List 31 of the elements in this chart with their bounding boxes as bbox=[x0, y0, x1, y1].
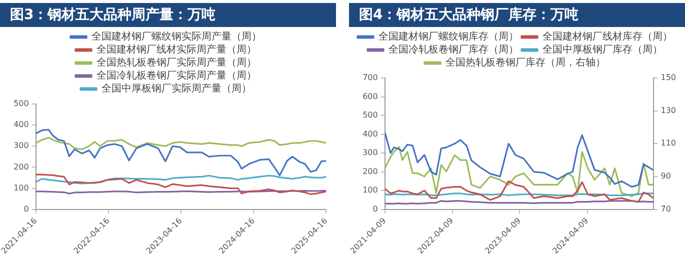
y-tick-label: 300 bbox=[362, 148, 378, 158]
legend-label: 全国热轧板卷钢厂库存（周，右轴） bbox=[446, 56, 606, 69]
legend-label: 全国建材钢厂螺纹钢实际周产量（周） bbox=[92, 30, 262, 43]
y-tick-label: 600 bbox=[362, 92, 378, 101]
legend-label: 全国建材钢厂螺纹钢库存（周） bbox=[378, 30, 518, 43]
chart-title: 图3：钢材五大品种周产量：万吨 bbox=[0, 3, 336, 27]
legend-label: 全国冷轧板卷钢厂实际周产量（周） bbox=[96, 70, 256, 82]
y2-tick-label: 110 bbox=[660, 138, 676, 148]
legend-label: 全国冷轧板卷钢厂库存（周） bbox=[388, 44, 518, 56]
y-tick-label: 700 bbox=[362, 73, 378, 82]
y-tick-label: 100 bbox=[14, 183, 29, 192]
y-tick-label: 500 bbox=[362, 110, 378, 120]
legend-label: 全国热轧板卷钢厂实际周产量（周） bbox=[96, 56, 256, 69]
chart-title: 图4：钢材五大品种钢厂库存：万吨 bbox=[349, 3, 685, 27]
y-tick-label: 400 bbox=[14, 120, 29, 130]
y2-tick-label: 150 bbox=[660, 73, 676, 82]
y2-tick-label: 70 bbox=[660, 204, 671, 214]
y-tick-label: 200 bbox=[362, 166, 378, 176]
y-tick-label: 300 bbox=[14, 141, 29, 150]
y-tick-label: 100 bbox=[362, 186, 378, 195]
y-tick-label: 400 bbox=[362, 129, 378, 138]
legend-label: 全国建材钢厂线材库存（周） bbox=[542, 30, 672, 43]
y-tick-label: 0 bbox=[24, 204, 29, 214]
y-tick-label: 200 bbox=[14, 162, 29, 172]
y-tick-label: 0 bbox=[372, 204, 378, 214]
legend-label: 全国中厚板钢厂实际周产量（周） bbox=[102, 82, 252, 95]
legend-label: 全国建材钢厂线材实际周产量（周） bbox=[96, 44, 256, 56]
y-tick-label: 500 bbox=[14, 99, 29, 108]
y2-tick-label: 90 bbox=[660, 172, 671, 181]
y2-tick-label: 130 bbox=[660, 106, 676, 115]
legend-label: 全国中厚板钢厂库存（周） bbox=[542, 44, 662, 56]
